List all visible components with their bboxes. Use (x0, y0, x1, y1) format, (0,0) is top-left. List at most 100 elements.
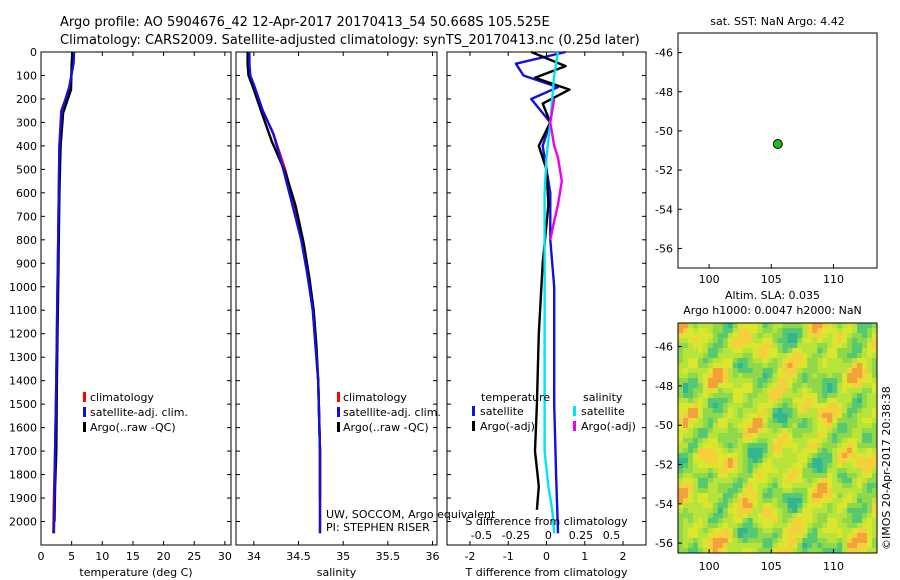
sla-cell (702, 528, 709, 534)
sla-cell (772, 498, 778, 504)
sla-cell (692, 343, 699, 349)
sla-cell (722, 333, 729, 339)
sla-cell (707, 398, 714, 404)
sla-cell (797, 398, 803, 404)
sla-cell (872, 378, 878, 384)
sla-cell (752, 523, 759, 529)
sla-cell (732, 518, 739, 524)
sla-cell (727, 453, 734, 459)
sla-cell (727, 398, 734, 404)
sla-cell (827, 388, 833, 394)
sla-cell (682, 453, 689, 459)
sla-cell (702, 508, 709, 514)
sla-cell (692, 453, 699, 459)
sla-cell (722, 368, 729, 374)
sla-cell (812, 383, 818, 389)
sla-cell (842, 423, 848, 429)
sla-cell (692, 428, 699, 434)
sla-cell (707, 443, 714, 449)
sla-cell (762, 388, 768, 394)
sla-cell (727, 478, 734, 484)
sla-cell (782, 508, 788, 514)
sla-cell (802, 323, 808, 329)
sla-cell (852, 503, 858, 509)
sla-cell (807, 468, 813, 474)
sla-cell (707, 463, 714, 469)
difference-panel: -2 -1 0 1 2T difference from climatology-0.5… (446, 50, 647, 579)
sla-cell (787, 358, 793, 364)
sla-cell (827, 323, 833, 329)
sla-cell (787, 333, 793, 339)
sla-cell (702, 398, 709, 404)
sla-cell (782, 328, 788, 334)
sla-cell (777, 418, 783, 424)
sla-cell (792, 373, 798, 379)
sla-cell (722, 363, 729, 369)
sla-cell (712, 468, 719, 474)
sla-cell (867, 353, 873, 359)
sla-cell (827, 453, 833, 459)
sla-cell (717, 438, 724, 444)
sla-cell (827, 383, 833, 389)
sla-cell (772, 488, 778, 494)
sla-cell (742, 448, 749, 454)
sla-cell (732, 498, 739, 504)
sla-cell (857, 328, 863, 334)
sla-cell (842, 403, 848, 409)
sla-cell (707, 528, 714, 534)
sla-cell (782, 423, 788, 429)
sla-cell (752, 548, 759, 554)
sla-cell (847, 498, 853, 504)
sla-cell (802, 463, 808, 469)
sla-cell (782, 353, 788, 359)
sla-cell (817, 533, 823, 539)
sla-cell (777, 483, 783, 489)
sla-cell (702, 503, 709, 509)
sla-cell (837, 548, 843, 554)
sla-cell (697, 448, 704, 454)
sla-cell (872, 468, 878, 474)
sla-cell (782, 393, 788, 399)
sla-cell (787, 408, 793, 414)
sla-cell (732, 483, 739, 489)
sla-cell (792, 523, 798, 529)
sla-cell (792, 493, 798, 499)
sla-cell (707, 418, 714, 424)
sla-cell (807, 458, 813, 464)
sla-cell (797, 518, 803, 524)
sla-ytick-label: -52 (655, 459, 673, 472)
sla-cell (732, 413, 739, 419)
sla-cell (772, 508, 778, 514)
sla-cell (678, 543, 684, 549)
temp-axes-frame (40, 51, 232, 546)
sla-cell (807, 343, 813, 349)
sla-cell (812, 483, 818, 489)
diff-xtick-label: -2 (464, 550, 475, 563)
sla-cell (862, 338, 868, 344)
sla-cell (678, 458, 684, 464)
sla-cell (777, 543, 783, 549)
sla-cell (742, 398, 749, 404)
sla-cell (737, 378, 744, 384)
sla-cell (752, 333, 759, 339)
sla-cell (757, 518, 763, 524)
sla-cell (852, 408, 858, 414)
sla-cell (777, 503, 783, 509)
sla-cell (762, 333, 768, 339)
sla-cell (702, 408, 709, 414)
sla-cell (787, 478, 793, 484)
sla-cell (682, 348, 689, 354)
sla-cell (732, 453, 739, 459)
sla-cell (772, 433, 778, 439)
sla-cell (737, 323, 744, 329)
sla-cell (757, 398, 763, 404)
sla-cell (682, 333, 689, 339)
diff-xtick-label: 1 (581, 550, 588, 563)
sla-cell (842, 513, 848, 519)
sla-cell (812, 333, 818, 339)
sla-cell (807, 513, 813, 519)
temp-ytick-label: 600 (16, 187, 37, 200)
sla-cell (737, 468, 744, 474)
sla-cell (852, 333, 858, 339)
